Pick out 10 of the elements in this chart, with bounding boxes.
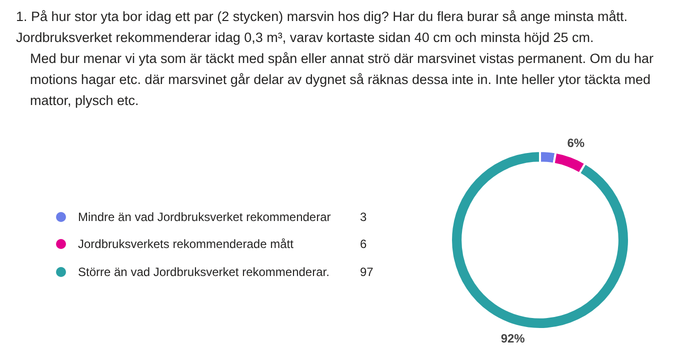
text: 6% — [567, 136, 585, 150]
legend-label: Större än vad Jordbruksverket rekommenderar. — [78, 264, 330, 279]
data-label: 3 — [360, 210, 367, 224]
data-label: 6 — [360, 237, 367, 252]
text: 92% — [500, 332, 525, 346]
legend-label: Jordbruksverkets rekommenderade mått — [78, 237, 294, 252]
legend-label: Mindre än vad Jordbruksverket rekommenderar — [78, 210, 332, 224]
chart-title: 1. På hur stor yta bor idag ett par (2 stycken) marsvin hos dig? Har du flera burar så ange minsta mått. Jordbruksverket rekommenderar idag 0,3 m³, varav kortaste sidan 40 cm och minsta höjd 25 cm. — [15, 8, 629, 47]
chart-subtitle: Med bur menar vi yta som är täckt med spån eller annat strö där marsvinet vistas permanent. Om du har motions hagar etc. där marsvinet går delar av dygnet så räknas dessa inte in. Inte heller ytor täckta med mattor, plysch etc. — [29, 50, 655, 110]
data-label: 97 — [360, 264, 374, 279]
